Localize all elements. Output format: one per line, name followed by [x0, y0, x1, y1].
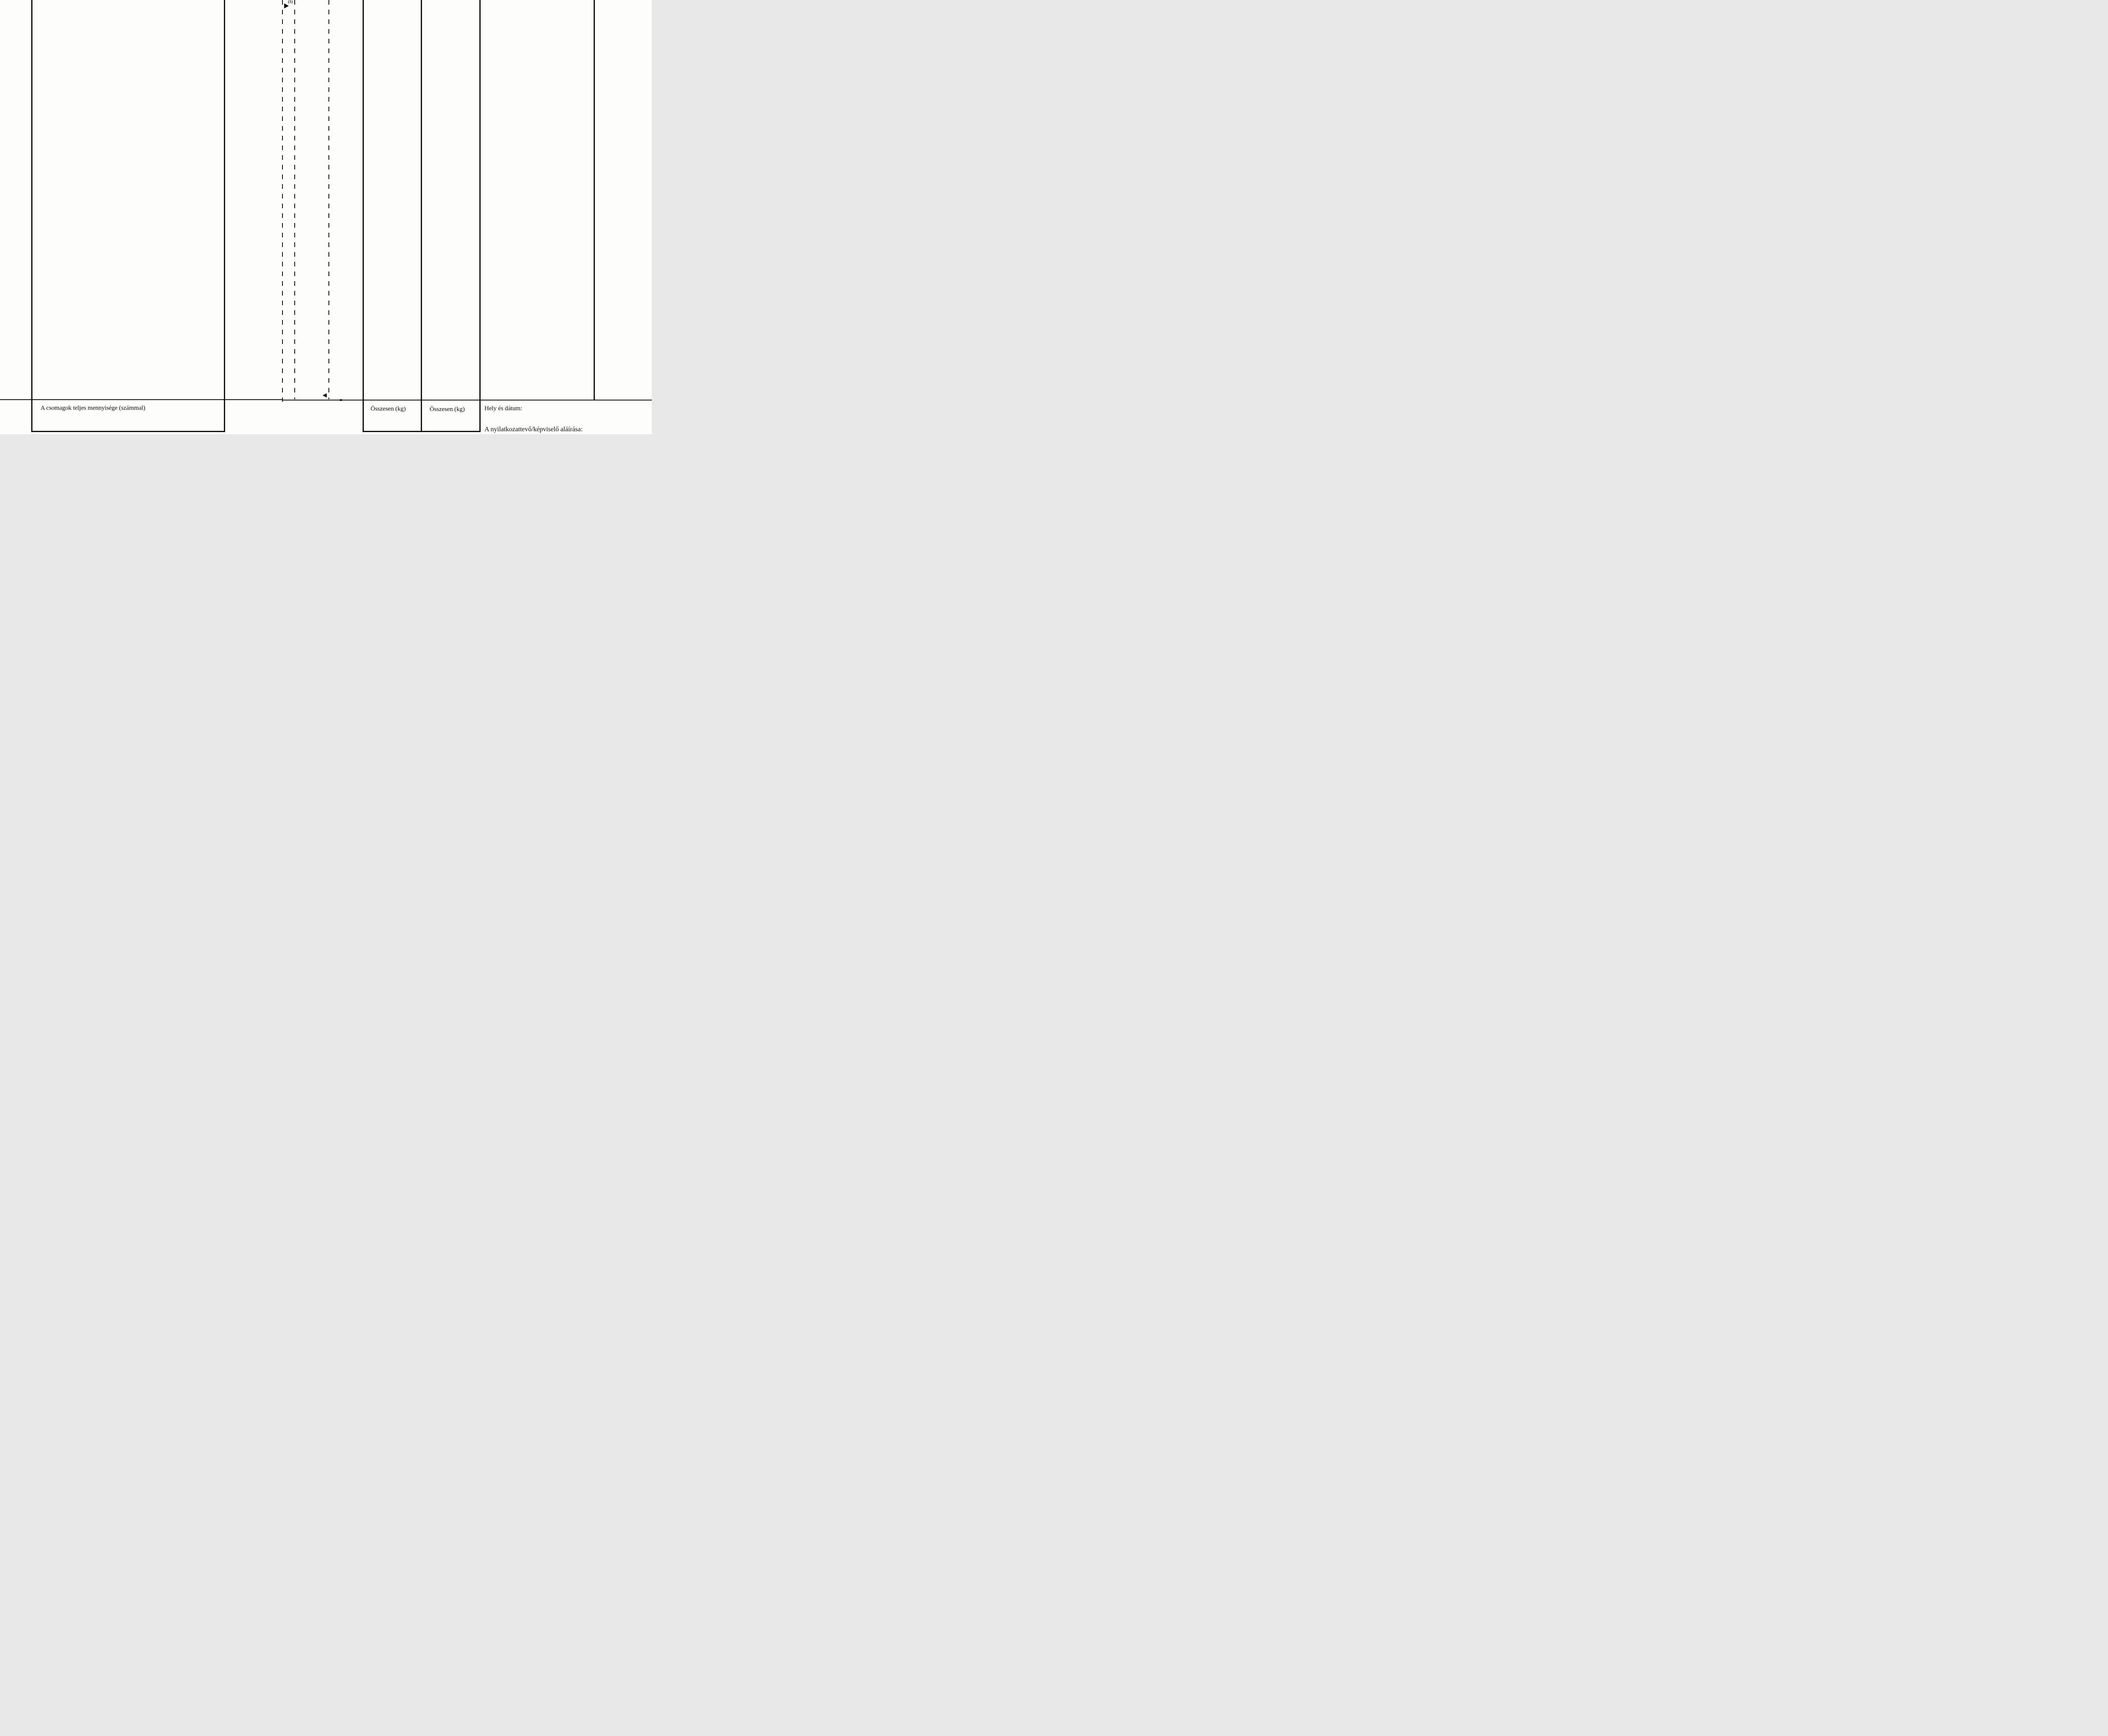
column-border-description-right: [224, 0, 225, 432]
totals-cells-bottom-border: [363, 431, 481, 432]
packages-cell-bottom-border: [31, 431, 225, 432]
table-border-left: [31, 0, 32, 432]
total-kg-2-label: Összesen (kg): [430, 406, 465, 413]
signature-label: A nyilatkozattevő/képviselő aláírása:: [484, 426, 583, 433]
footer-rule-right-segment: [282, 399, 652, 401]
packages-total-label: A csomagok teljes mennyisége (számmal): [40, 405, 145, 411]
dashed-rule-1: [282, 0, 283, 399]
dashed-rule-3: [328, 0, 329, 399]
column-border-total2-right: [479, 0, 481, 432]
dashed-rule-2: [294, 0, 295, 399]
footer-rule-left-segment: [0, 399, 283, 400]
column-border-rightmost: [594, 0, 595, 400]
total-kg-1-label: Összesen (kg): [371, 406, 406, 412]
scanned-form-page: (1) A csomagok teljes mennyisége (számma…: [0, 0, 652, 434]
place-and-date-label: Hely és dátum:: [484, 405, 522, 412]
column-border-total1-right: [421, 0, 422, 432]
rule-joint-nub: [340, 399, 342, 401]
column-border-total1-left: [363, 0, 364, 432]
arrow-right-icon: [284, 3, 289, 8]
footnote-marker: (1): [288, 0, 293, 4]
dashed-rule-crossing-tick: [282, 398, 283, 402]
arrow-left-icon: [323, 393, 327, 398]
